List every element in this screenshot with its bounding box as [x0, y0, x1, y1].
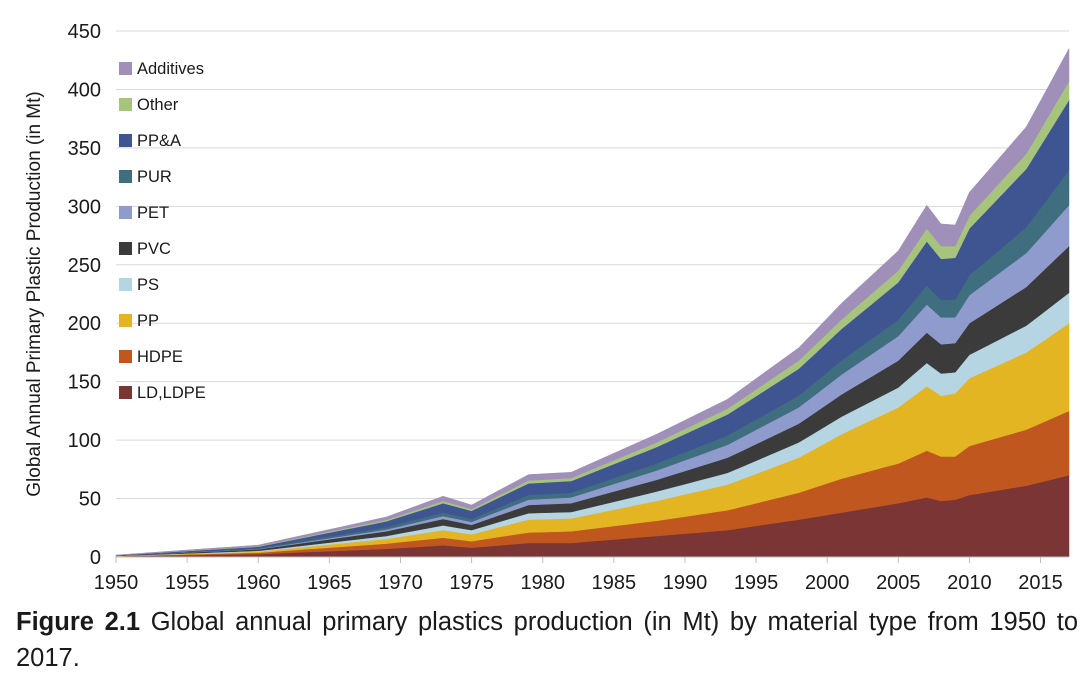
legend-label-pp: PP: [137, 312, 159, 330]
x-tick-label: 1955: [165, 572, 210, 594]
x-tick-label: 2010: [947, 572, 992, 594]
x-tick-label: 2005: [876, 572, 921, 594]
legend-label-ld-ldpe: LD,LDPE: [137, 384, 206, 402]
legend: Additives Other PP&A PUR PET PVC PS PP HDPE LD,LD…: [119, 60, 206, 402]
legend-label-pp-a: PP&A: [137, 132, 181, 150]
y-tick-label: 0: [90, 547, 101, 569]
y-tick-label: 350: [68, 138, 101, 160]
legend-swatch-hdpe: [119, 350, 132, 363]
legend-swatch-pet: [119, 206, 132, 219]
legend-swatch-other: [119, 98, 132, 111]
y-tick-label: 150: [68, 372, 101, 394]
area-layers: [115, 48, 1070, 558]
y-tick-label: 50: [79, 489, 101, 511]
y-tick-label: 300: [68, 196, 101, 218]
legend-swatch-pp-a: [119, 134, 132, 147]
figure-caption-text: Global annual primary plastics productio…: [16, 608, 1078, 672]
x-tick-label: 1990: [663, 572, 708, 594]
x-tick-label: 1975: [449, 572, 494, 594]
y-tick-label: 250: [68, 255, 101, 277]
y-tick-label: 400: [68, 79, 101, 101]
x-tick-label: 1970: [378, 572, 423, 594]
legend-label-pur: PUR: [137, 168, 172, 186]
legend-swatch-ps: [119, 278, 132, 291]
x-tick-label: 1950: [94, 572, 139, 594]
legend-label-additives: Additives: [137, 60, 204, 78]
x-tick-label: 1980: [520, 572, 565, 594]
legend-label-pvc: PVC: [137, 240, 171, 258]
y-tick-label: 100: [68, 430, 101, 452]
x-tick-label: 1985: [592, 572, 637, 594]
legend-swatch-pp: [119, 314, 132, 327]
x-tick-label: 1960: [236, 572, 281, 594]
legend-swatch-ld-ldpe: [119, 386, 132, 399]
legend-swatch-pvc: [119, 242, 132, 255]
legend-label-ps: PS: [137, 276, 159, 294]
gridlines: [116, 30, 1069, 500]
axes: 1950 1955 1960 1965 1970 1975 1980 1985 1990 1995…: [24, 21, 1069, 594]
legend-label-other: Other: [137, 96, 179, 114]
legend-label-pet: PET: [137, 204, 169, 222]
x-tick-label: 2000: [805, 572, 850, 594]
y-axis-title: Global Annual Primary Plastic Production…: [24, 91, 45, 497]
legend-swatch-additives: [119, 62, 132, 75]
x-tick-label: 1995: [734, 572, 779, 594]
figure-label: Figure 2.1: [16, 608, 141, 636]
x-tick-label: 2015: [1018, 572, 1063, 594]
figure-caption: Figure 2.1 Global annual primary plastic…: [16, 604, 1078, 676]
y-tick-label: 450: [68, 21, 101, 43]
y-tick-label: 200: [68, 313, 101, 335]
x-tick-label: 1965: [307, 572, 352, 594]
stacked-area-chart: 1950 1955 1960 1965 1970 1975 1980 1985 1990 1995…: [24, 21, 1070, 594]
area-series-additives: [115, 48, 1070, 556]
legend-label-hdpe: HDPE: [137, 348, 183, 366]
legend-swatch-pur: [119, 170, 132, 183]
